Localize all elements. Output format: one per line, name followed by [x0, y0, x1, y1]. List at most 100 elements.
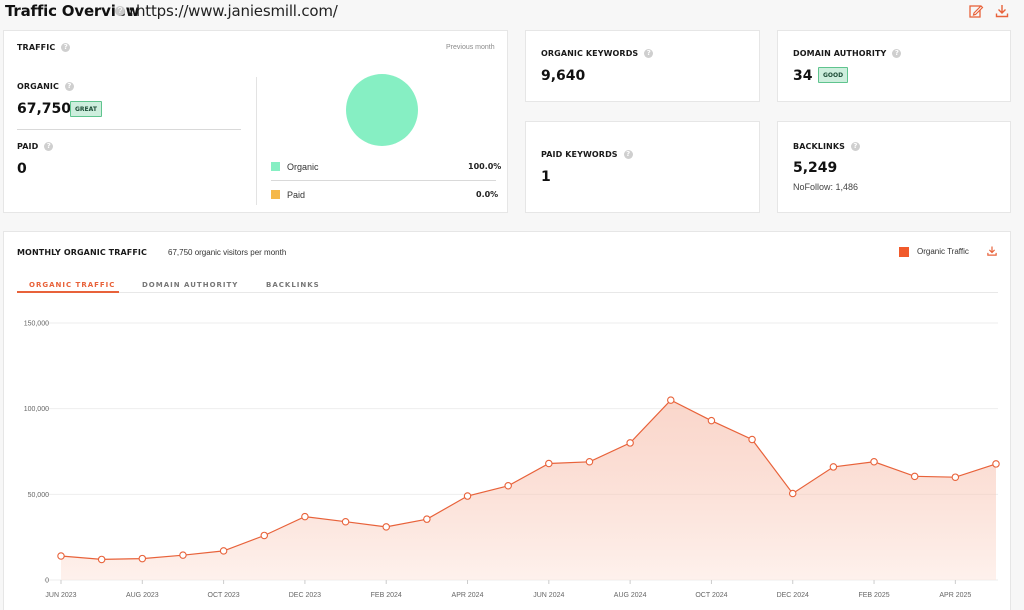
- tab-domain-authority[interactable]: DOMAIN AUTHORITY: [142, 281, 239, 289]
- data-point[interactable]: [382, 523, 390, 531]
- help-circle-icon[interactable]: ?: [61, 43, 71, 52]
- legend-swatch-organic-traffic[interactable]: [899, 247, 909, 257]
- paid-keywords-value: 1: [541, 169, 551, 185]
- domain-authority-card: DOMAIN AUTHORITY? 34 GOOD: [777, 30, 1011, 102]
- backlinks-label: BACKLINKS?: [793, 142, 860, 151]
- data-point[interactable]: [97, 555, 106, 564]
- x-tick-label: JUN 2023: [45, 592, 76, 599]
- data-point[interactable]: [829, 463, 838, 471]
- data-point[interactable]: [219, 547, 228, 555]
- monthly-subtitle: 67,750 organic visitors per month: [168, 248, 287, 257]
- data-point[interactable]: [341, 517, 350, 526]
- data-point[interactable]: [585, 458, 594, 466]
- x-tick-label: AUG 2024: [614, 592, 647, 599]
- x-tick-label: APR 2025: [939, 592, 971, 599]
- organic-badge: GREAT: [70, 101, 102, 117]
- data-point[interactable]: [301, 512, 309, 521]
- x-tick-label: FEB 2025: [858, 592, 889, 599]
- monthly-title: MONTHLY ORGANIC TRAFFIC: [17, 248, 147, 257]
- x-tick-label: OCT 2023: [208, 592, 240, 599]
- data-point[interactable]: [545, 459, 553, 468]
- paid-keywords-label: PAID KEYWORDS?: [541, 150, 633, 159]
- title-separator: :: [128, 2, 134, 20]
- backlinks-card: BACKLINKS? 5,249 NoFollow: 1,486: [777, 121, 1011, 213]
- legend-swatch-organic: [271, 162, 280, 171]
- data-point[interactable]: [667, 396, 675, 404]
- organic-label: ORGANIC?: [17, 82, 74, 91]
- traffic-label: TRAFFIC?: [17, 43, 71, 52]
- data-point[interactable]: [788, 489, 797, 498]
- data-point[interactable]: [57, 552, 65, 560]
- traffic-donut-chart: [346, 74, 418, 146]
- data-point[interactable]: [463, 492, 472, 500]
- data-point[interactable]: [423, 515, 431, 523]
- y-tick-label: 0: [45, 578, 49, 585]
- active-tab-indicator: [17, 291, 119, 293]
- help-circle-icon[interactable]: ?: [851, 142, 860, 151]
- data-point[interactable]: [504, 482, 512, 490]
- legend-paid-label: Paid: [287, 190, 306, 200]
- help-circle-icon[interactable]: ?: [892, 49, 902, 58]
- tab-bar-line: [119, 292, 998, 293]
- tab-organic-traffic[interactable]: ORGANIC TRAFFIC: [29, 281, 116, 289]
- data-point[interactable]: [870, 458, 878, 466]
- help-circle-icon[interactable]: ?: [115, 6, 125, 16]
- page-title: Traffic Overview: [5, 2, 140, 20]
- data-point[interactable]: [748, 435, 756, 444]
- period-label: Previous month: [446, 44, 495, 51]
- help-circle-icon[interactable]: ?: [64, 82, 74, 91]
- divider: [17, 129, 241, 130]
- x-tick-label: OCT 2024: [695, 592, 727, 599]
- x-tick-label: DEC 2023: [289, 592, 321, 599]
- x-tick-label: AUG 2023: [126, 592, 159, 599]
- x-tick-label: FEB 2024: [371, 592, 402, 599]
- legend-organic-pct: 100.0%: [468, 162, 502, 171]
- legend-paid-pct: 0.0%: [476, 190, 499, 199]
- donut-slice-organic: [346, 74, 418, 146]
- data-point[interactable]: [626, 439, 634, 447]
- data-point[interactable]: [260, 531, 269, 540]
- header-bar: Traffic Overview ? : https://www.janiesm…: [0, 0, 1024, 26]
- x-tick-label: JUN 2024: [533, 592, 564, 599]
- data-point[interactable]: [951, 473, 960, 481]
- data-point[interactable]: [179, 551, 187, 559]
- legend-organic-label: Organic: [287, 162, 319, 172]
- legend-organic-traffic[interactable]: Organic Traffic: [917, 247, 969, 256]
- data-point[interactable]: [910, 472, 919, 481]
- paid-label: PAID?: [17, 142, 54, 151]
- organic-keywords-label: ORGANIC KEYWORDS?: [541, 49, 654, 58]
- data-point[interactable]: [992, 460, 1000, 468]
- backlinks-value: 5,249: [793, 160, 838, 176]
- x-tick-label: APR 2024: [452, 592, 484, 599]
- help-circle-icon[interactable]: ?: [623, 150, 633, 159]
- paid-value: 0: [17, 161, 27, 177]
- backlinks-nofollow: NoFollow: 1,486: [793, 182, 859, 192]
- data-point[interactable]: [707, 416, 716, 425]
- monthly-traffic-card: MONTHLY ORGANIC TRAFFIC 67,750 organic v…: [3, 231, 1011, 610]
- y-tick-label: 150,000: [24, 321, 49, 328]
- x-tick-label: DEC 2024: [777, 592, 809, 599]
- organic-value: 67,750: [17, 101, 72, 117]
- y-tick-label: 50,000: [28, 492, 50, 499]
- tab-backlinks[interactable]: BACKLINKS: [266, 281, 320, 289]
- domain-authority-value: 34: [793, 68, 813, 84]
- help-circle-icon[interactable]: ?: [44, 142, 54, 151]
- data-point[interactable]: [138, 554, 147, 563]
- edit-icon[interactable]: [968, 3, 984, 19]
- paid-keywords-card: PAID KEYWORDS? 1: [525, 121, 760, 213]
- organic-traffic-chart: 0 50,000 100,000 150,000 JUN 2023 AUG 2023 OC…: [24, 321, 1000, 599]
- domain-url: https://www.janiesmill.com/: [136, 2, 338, 20]
- traffic-card: TRAFFIC? Previous month ORGANIC? 67,750 …: [3, 30, 508, 213]
- download-icon[interactable]: [986, 245, 998, 257]
- organic-keywords-card: ORGANIC KEYWORDS? 9,640: [525, 30, 760, 102]
- vertical-divider: [256, 77, 257, 205]
- download-icon[interactable]: [994, 3, 1010, 19]
- area-fill: [61, 400, 996, 580]
- series-line: [60, 399, 997, 561]
- legend-swatch-paid: [271, 190, 280, 199]
- organic-keywords-value: 9,640: [541, 68, 586, 84]
- domain-authority-badge: GOOD: [818, 67, 849, 83]
- help-circle-icon[interactable]: ?: [644, 49, 654, 58]
- y-tick-label: 100,000: [24, 406, 49, 413]
- divider: [271, 180, 496, 181]
